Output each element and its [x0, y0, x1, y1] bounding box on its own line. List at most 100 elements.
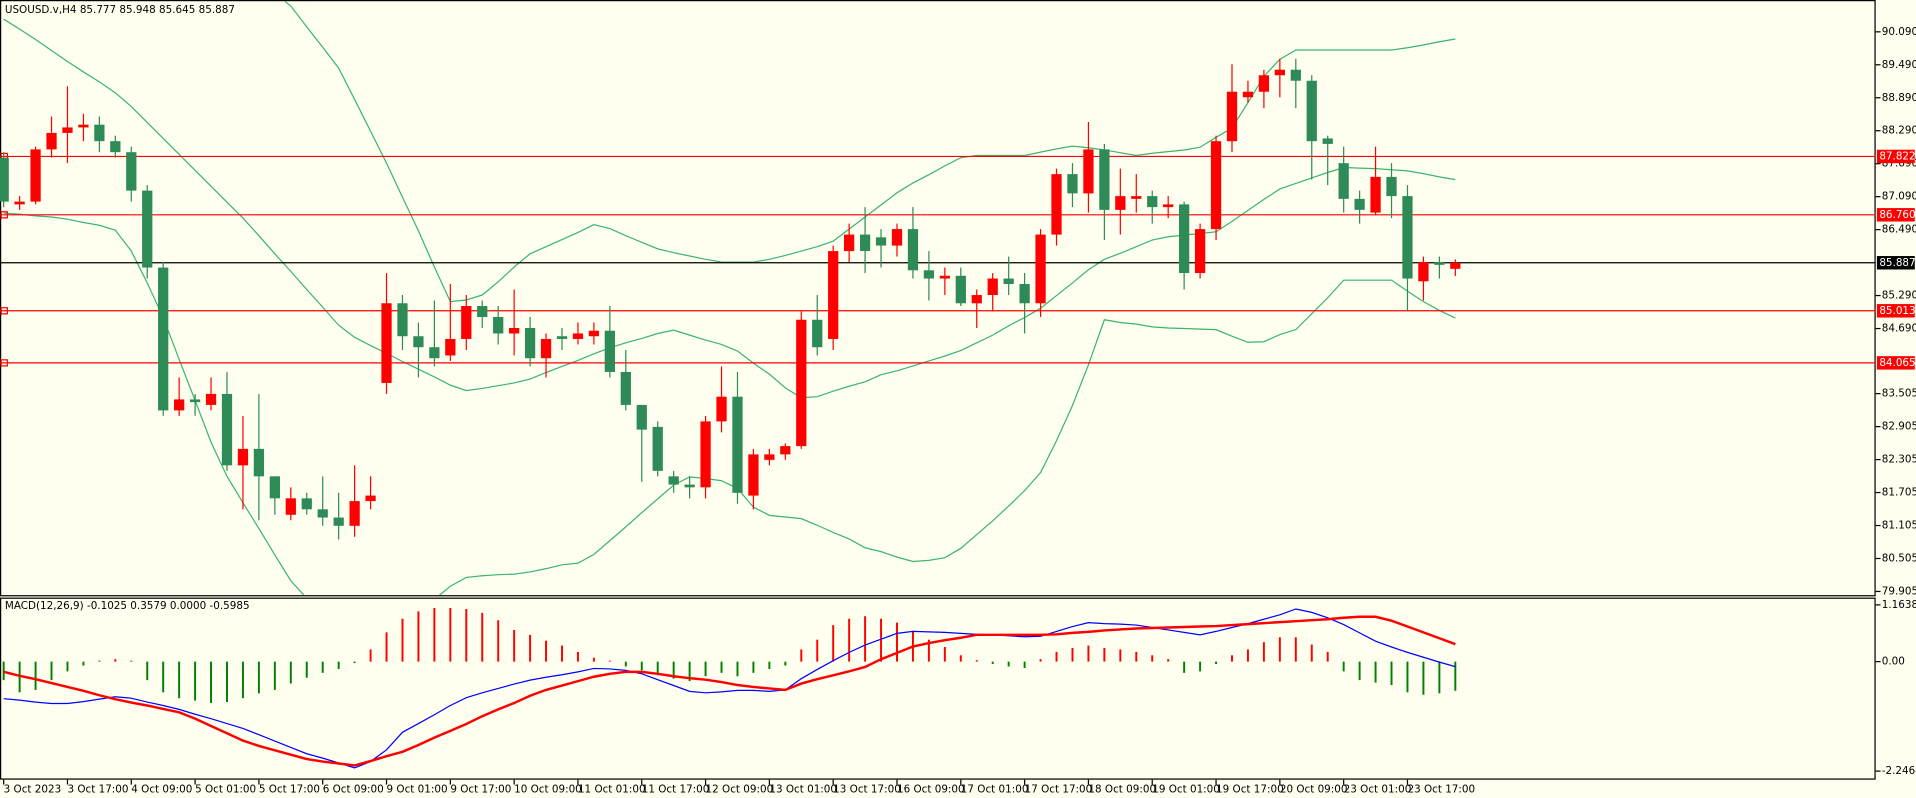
candle-body [413, 336, 424, 348]
macd-line [3, 615, 1456, 767]
candle-body [1386, 176, 1397, 197]
candle-body [158, 267, 169, 411]
candle-body [333, 517, 344, 526]
x-tick-label: 17 Oct 17:00 [1025, 783, 1093, 795]
candle-body [732, 396, 743, 493]
candle-body [381, 303, 392, 383]
band-upper [283, 1, 1456, 303]
x-tick-label: 4 Oct 09:00 [131, 783, 192, 795]
candle-body [365, 495, 376, 502]
candle-body [748, 454, 759, 496]
candle-body [14, 201, 25, 205]
candle-body [253, 448, 265, 477]
main-panel-frame [0, 0, 1876, 597]
candle-body [668, 476, 679, 485]
candle-body [828, 251, 839, 339]
y-tick-label: 86.490 [1882, 224, 1916, 236]
y-tick-label: 82.905 [1882, 421, 1916, 433]
candle-body [716, 396, 727, 422]
level-label-box [1876, 356, 1915, 370]
candle-body [126, 152, 137, 191]
candle-body [189, 399, 201, 403]
level-handle [0, 307, 8, 315]
candle-body [1051, 174, 1062, 235]
candle-body [1067, 174, 1078, 194]
candle-body [764, 454, 775, 460]
level-label: 87.822 [1879, 150, 1915, 162]
candle-body [397, 303, 408, 337]
candle-body [429, 347, 440, 359]
y-tick-label: 83.505 [1882, 388, 1916, 400]
candle-body [684, 484, 695, 488]
candle-body [1163, 204, 1174, 208]
x-tick-label: 18 Oct 09:00 [1088, 783, 1156, 795]
candle-body [875, 237, 887, 246]
x-tick-label: 12 Oct 09:00 [706, 783, 774, 795]
candle-body [1226, 91, 1238, 142]
candle-body [1338, 163, 1349, 199]
main-plot [0, 1, 1876, 596]
candle-body [1083, 149, 1094, 194]
candle-body [349, 501, 360, 526]
y-tick-label: 90.090 [1882, 26, 1916, 38]
candle-body [285, 498, 296, 515]
x-tick-label: 5 Oct 17:00 [259, 783, 320, 795]
candle-body [30, 149, 41, 202]
candle-body [477, 306, 488, 317]
x-tick-label: 19 Oct 17:00 [1216, 783, 1284, 795]
y-tick-label: 88.890 [1882, 92, 1916, 104]
y-tick-label: 79.905 [1882, 585, 1916, 597]
x-tick-label: 3 Oct 2023 [4, 783, 62, 795]
candle-body [652, 426, 663, 471]
x-tick-label: 5 Oct 01:00 [195, 783, 256, 795]
level-handle [0, 211, 8, 219]
level-label: 86.760 [1879, 209, 1915, 221]
candle-body [1434, 262, 1445, 265]
level-label: 84.065 [1879, 357, 1915, 369]
candle-body [1179, 204, 1190, 274]
y-tick-label: 82.305 [1882, 454, 1916, 466]
candle-body [1306, 80, 1317, 142]
candle-body [636, 404, 647, 430]
candle-body [1258, 75, 1270, 92]
candle-body [955, 275, 966, 304]
candle-body [891, 229, 903, 246]
candle-body [62, 127, 73, 133]
candle-body [174, 399, 185, 411]
candle-body [556, 336, 568, 339]
candle-body [588, 330, 600, 337]
y-tick-label: 80.505 [1882, 552, 1916, 564]
candle-body [1003, 278, 1014, 285]
current-price-box [1876, 256, 1915, 270]
band-middle [3, 18, 1456, 399]
candle-body [46, 132, 57, 150]
y-tick-label: 81.705 [1882, 487, 1916, 499]
x-tick-label: 17 Oct 01:00 [961, 783, 1029, 795]
candle-body [971, 295, 982, 304]
candle-body [1354, 198, 1365, 210]
candle-body [859, 234, 871, 252]
y-tick-label: 0.00 [1882, 656, 1905, 668]
candle-body [939, 275, 950, 279]
candle-body [1115, 196, 1126, 210]
candle-body [317, 509, 328, 518]
candle-body [1210, 141, 1222, 230]
candle-body [780, 446, 791, 455]
x-tick-label: 23 Oct 17:00 [1407, 783, 1475, 795]
candle-body [1402, 196, 1413, 279]
x-tick-label: 19 Oct 01:00 [1152, 783, 1220, 795]
candle-body [445, 338, 456, 356]
candle-body [110, 141, 121, 153]
band-lower [3, 212, 1456, 596]
candle-body [1131, 196, 1142, 199]
candle-body [1450, 262, 1461, 269]
candle-body [1242, 91, 1254, 98]
macd-title: MACD(12,26,9) -0.1025 0.3579 0.0000 -0.5… [5, 600, 250, 612]
y-tick-label: 85.290 [1882, 290, 1916, 302]
candle-body [1322, 138, 1333, 144]
macd-panel-frame [0, 597, 1876, 780]
y-tick-label: 84.690 [1882, 323, 1916, 335]
x-tick-label: 13 Oct 17:00 [833, 783, 901, 795]
level-label: 85.013 [1879, 305, 1915, 317]
candle-body [620, 371, 631, 405]
